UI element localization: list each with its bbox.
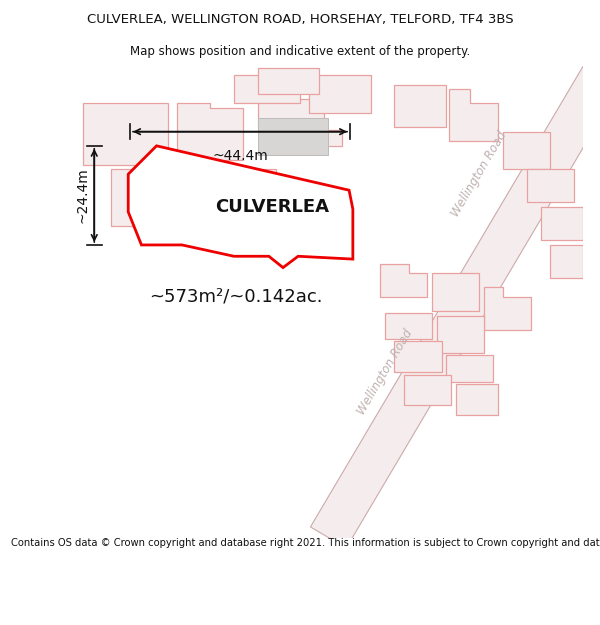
Polygon shape [550, 245, 583, 278]
Text: CULVERLEA: CULVERLEA [215, 198, 329, 216]
Polygon shape [380, 264, 427, 297]
Polygon shape [541, 208, 583, 240]
Polygon shape [234, 75, 300, 103]
Polygon shape [244, 190, 295, 226]
Text: ~24.4m: ~24.4m [76, 168, 89, 223]
Polygon shape [432, 273, 479, 311]
Polygon shape [310, 75, 371, 112]
Polygon shape [111, 169, 191, 226]
Polygon shape [310, 64, 600, 548]
Polygon shape [404, 375, 451, 406]
Polygon shape [394, 341, 442, 372]
Polygon shape [456, 384, 498, 415]
Polygon shape [182, 188, 234, 240]
Polygon shape [206, 165, 277, 217]
Text: ~573m²/~0.142ac.: ~573m²/~0.142ac. [149, 288, 323, 306]
Polygon shape [385, 313, 432, 339]
Polygon shape [446, 356, 493, 382]
Text: ~44.4m: ~44.4m [212, 149, 268, 162]
Polygon shape [437, 316, 484, 354]
Polygon shape [484, 288, 531, 330]
Text: Wellington Road: Wellington Road [355, 328, 415, 418]
Text: Wellington Road: Wellington Road [449, 129, 509, 219]
Polygon shape [394, 84, 446, 127]
Text: CULVERLEA, WELLINGTON ROAD, HORSEHAY, TELFORD, TF4 3BS: CULVERLEA, WELLINGTON ROAD, HORSEHAY, TE… [86, 13, 514, 26]
Polygon shape [503, 132, 550, 169]
Polygon shape [257, 68, 319, 94]
Polygon shape [178, 103, 244, 160]
Polygon shape [527, 169, 574, 202]
Polygon shape [83, 103, 168, 165]
Text: Map shows position and indicative extent of the property.: Map shows position and indicative extent… [130, 45, 470, 58]
Polygon shape [449, 89, 498, 141]
Polygon shape [257, 99, 323, 127]
Text: Contains OS data © Crown copyright and database right 2021. This information is : Contains OS data © Crown copyright and d… [11, 538, 600, 548]
Polygon shape [272, 130, 343, 146]
Polygon shape [257, 118, 328, 155]
Polygon shape [128, 146, 353, 268]
